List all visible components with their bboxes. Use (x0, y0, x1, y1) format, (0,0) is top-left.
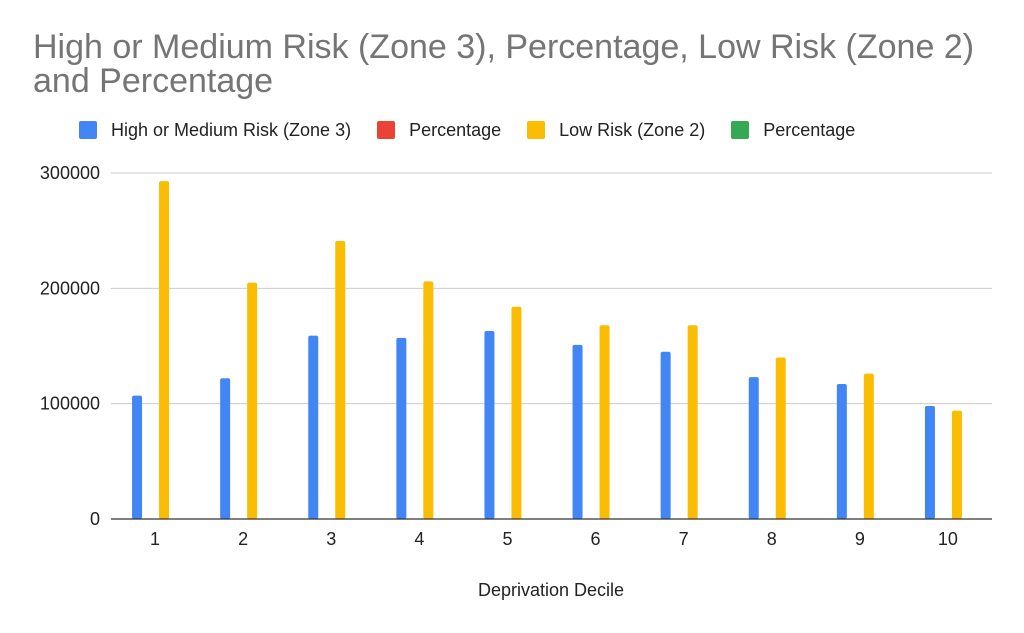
bars (132, 181, 962, 519)
bar (308, 335, 319, 519)
y-tick-label: 200000 (40, 278, 100, 298)
bar (599, 325, 610, 519)
bar (836, 384, 847, 519)
legend-label: High or Medium Risk (Zone 3) (111, 119, 352, 140)
legend-item: Percentage (377, 120, 501, 141)
x-tick-label: 5 (502, 529, 512, 549)
legend-item: High or Medium Risk (Zone 3) (79, 120, 351, 141)
bar (748, 377, 759, 519)
x-tick-label: 9 (855, 529, 865, 549)
legend-label: Percentage (763, 119, 856, 140)
legend-item: Low Risk (Zone 2) (527, 120, 705, 141)
bar (863, 373, 874, 519)
bar (572, 344, 583, 519)
x-tick-label: 8 (767, 529, 777, 549)
bar (132, 395, 143, 519)
legend-swatch (79, 121, 97, 139)
legend-swatch (527, 121, 546, 139)
y-tick-label: 100000 (40, 394, 100, 414)
bar (687, 325, 698, 519)
chart-title: High or Medium Risk (Zone 3), Percentage… (33, 28, 975, 100)
bar (159, 181, 170, 519)
bar (775, 357, 786, 519)
bar (951, 410, 962, 519)
y-axis-tick-labels: 0 100000 200000 300000 (40, 163, 100, 529)
gridlines (111, 172, 992, 405)
bar (511, 306, 522, 519)
bar (660, 351, 671, 519)
bar (423, 281, 434, 519)
legend-label: Percentage (409, 119, 502, 140)
chart-legend: High or Medium Risk (Zone 3) Percentage Lo… (79, 118, 881, 142)
x-axis-title: Deprivation Decile (478, 580, 624, 600)
bar (220, 378, 231, 519)
legend-label: Low Risk (Zone 2) (559, 119, 706, 140)
x-tick-label: 6 (591, 529, 601, 549)
bar (247, 282, 258, 519)
legend-swatch (731, 121, 750, 139)
x-tick-label: 2 (238, 529, 248, 549)
bar (924, 405, 935, 519)
x-tick-label: 4 (414, 529, 424, 549)
y-tick-label: 0 (90, 509, 100, 529)
bar (335, 241, 346, 519)
x-tick-label: 10 (938, 529, 958, 549)
x-tick-label: 7 (679, 529, 689, 549)
x-tick-label: 3 (326, 529, 336, 549)
x-axis-tick-labels: 1 2 3 4 5 6 7 8 9 10 (150, 529, 958, 549)
y-tick-label: 300000 (40, 163, 100, 183)
legend-swatch (377, 121, 396, 139)
legend-item: Percentage (731, 120, 855, 141)
x-tick-label: 1 (150, 529, 160, 549)
bar (484, 331, 495, 519)
bar (396, 337, 407, 519)
